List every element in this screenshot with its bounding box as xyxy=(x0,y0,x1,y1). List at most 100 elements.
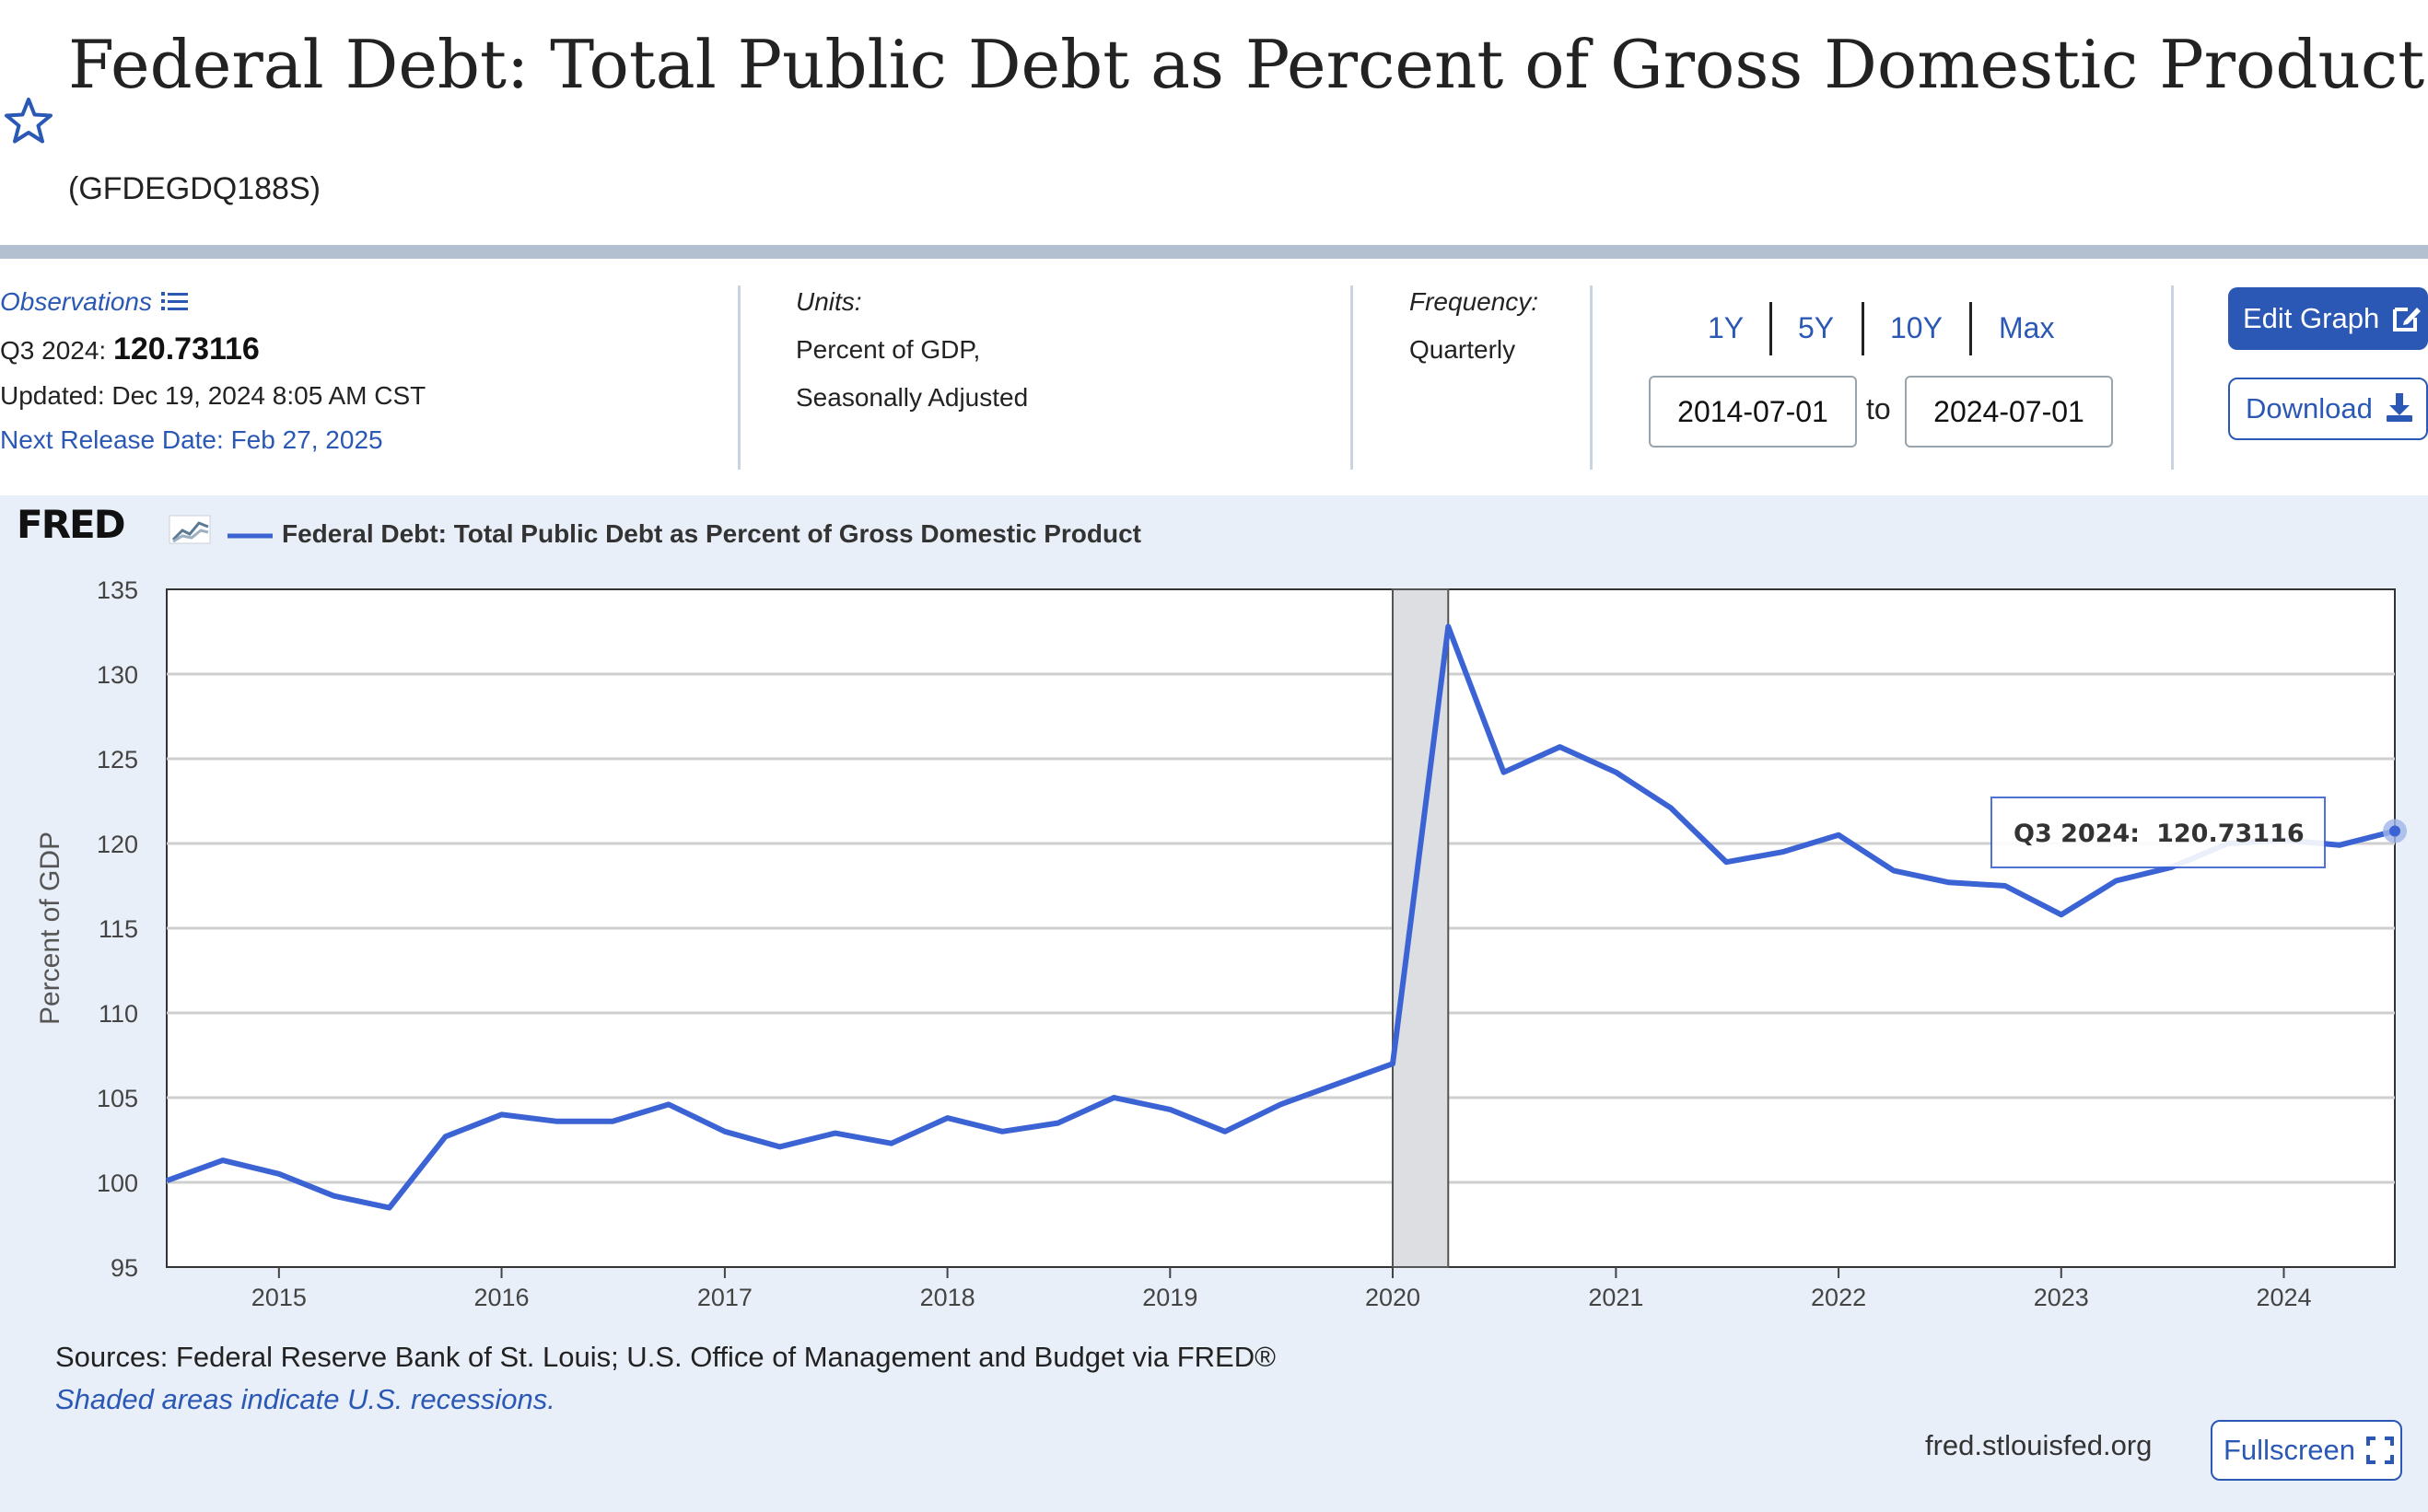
edit-icon xyxy=(2392,308,2421,331)
to-label: to xyxy=(1866,392,1891,425)
data-point[interactable] xyxy=(1611,768,1620,777)
fullscreen-icon xyxy=(2365,1436,2394,1464)
recession-note: Shaded areas indicate U.S. recessions. xyxy=(55,1383,555,1415)
y-tick-label: 125 xyxy=(97,746,138,773)
data-point[interactable] xyxy=(274,1169,284,1179)
data-point[interactable] xyxy=(1109,1093,1118,1102)
range-separator xyxy=(1969,302,1972,355)
data-point[interactable] xyxy=(1944,878,1954,887)
data-point[interactable] xyxy=(1332,1079,1341,1088)
x-tick-label: 2016 xyxy=(474,1284,530,1311)
y-tick-label: 95 xyxy=(111,1254,138,1282)
download-button[interactable]: Download xyxy=(2228,378,2428,440)
fred-logo-chart-icon xyxy=(169,515,211,544)
edit-graph-button[interactable]: Edit Graph xyxy=(2228,287,2428,350)
observations-label: Observations xyxy=(0,287,152,316)
y-tick-label: 100 xyxy=(97,1169,138,1197)
data-point[interactable] xyxy=(553,1117,562,1126)
meta-separator xyxy=(1590,285,1593,470)
data-point[interactable] xyxy=(2001,881,2010,890)
data-point[interactable] xyxy=(831,1129,840,1138)
range-separator xyxy=(1769,302,1772,355)
data-point[interactable] xyxy=(497,1110,507,1119)
data-point[interactable] xyxy=(329,1192,338,1201)
data-point[interactable] xyxy=(1555,742,1564,751)
data-point[interactable] xyxy=(608,1117,617,1126)
frequency-value: Quarterly xyxy=(1409,335,1516,364)
tooltip-text: Q3 2024: 120.73116 xyxy=(2014,820,2305,848)
data-point[interactable] xyxy=(1053,1119,1062,1128)
start-date-input[interactable]: 2014-07-01 xyxy=(1649,376,1857,448)
series-line[interactable] xyxy=(165,623,2396,1211)
data-point[interactable] xyxy=(1165,1105,1174,1114)
tooltip-box xyxy=(1990,797,2326,868)
x-tick-label: 2021 xyxy=(1588,1284,1643,1311)
x-tick-label: 2020 xyxy=(1365,1284,1420,1311)
data-point[interactable] xyxy=(887,1139,896,1148)
data-point[interactable] xyxy=(385,1204,394,1213)
data-point[interactable] xyxy=(2111,876,2120,885)
range-1y-button[interactable]: 1Y xyxy=(1708,311,1745,344)
fullscreen-label: Fullscreen xyxy=(2224,1434,2355,1466)
fullscreen-button[interactable]: Fullscreen xyxy=(2211,1420,2402,1481)
meta-separator xyxy=(738,285,741,470)
sources-text: Sources: Federal Reserve Bank of St. Lou… xyxy=(55,1341,1276,1373)
data-point[interactable] xyxy=(2335,841,2344,850)
meta-separator xyxy=(2171,285,2174,470)
observations-link[interactable]: Observations xyxy=(0,287,189,317)
range-5y-button[interactable]: 5Y xyxy=(1798,311,1835,344)
data-point[interactable] xyxy=(441,1132,450,1141)
data-point[interactable] xyxy=(998,1127,1007,1136)
header-divider xyxy=(0,245,2428,259)
edit-graph-label: Edit Graph xyxy=(2243,302,2380,334)
data-point[interactable] xyxy=(1889,866,1898,875)
range-10y-button[interactable]: 10Y xyxy=(1890,311,1943,344)
legend-label: Federal Debt: Total Public Debt as Perce… xyxy=(282,519,1141,548)
x-tick-label: 2019 xyxy=(1142,1284,1197,1311)
meta-separator xyxy=(1350,285,1353,470)
end-date-input[interactable]: 2024-07-01 xyxy=(1905,376,2113,448)
data-point[interactable] xyxy=(720,1127,730,1136)
data-point[interactable] xyxy=(162,1176,171,1185)
hover-marker xyxy=(2389,825,2400,837)
updated-date: Updated: Dec 19, 2024 8:05 AM CST xyxy=(0,381,426,410)
data-point[interactable] xyxy=(1220,1127,1230,1136)
chart[interactable]: FRED Federal Debt: Total Public Debt as … xyxy=(0,495,2428,1512)
data-point[interactable] xyxy=(1276,1099,1285,1109)
data-point[interactable] xyxy=(943,1113,952,1122)
latest-period: Q3 2024: xyxy=(0,336,107,365)
range-max-button[interactable]: Max xyxy=(1999,311,2055,344)
data-point[interactable] xyxy=(1388,1059,1397,1068)
y-tick-label: 105 xyxy=(97,1085,138,1112)
units-label: Units: xyxy=(796,287,862,316)
data-point[interactable] xyxy=(2057,910,2066,919)
data-point[interactable] xyxy=(1666,803,1675,812)
favorite-star-icon[interactable] xyxy=(2,95,55,148)
data-point[interactable] xyxy=(1443,622,1453,631)
units-value-line1: Percent of GDP, xyxy=(796,335,981,364)
frequency-label: Frequency: xyxy=(1409,287,1539,316)
y-tick-label: 110 xyxy=(99,1000,138,1028)
y-tick-label: 130 xyxy=(97,661,138,689)
fred-logo[interactable]: FRED xyxy=(17,502,211,547)
x-tick-label: 2017 xyxy=(697,1284,753,1311)
x-tick-label: 2023 xyxy=(2034,1284,2089,1311)
data-point[interactable] xyxy=(1778,847,1787,856)
y-tick-label: 115 xyxy=(99,915,138,943)
data-point[interactable] xyxy=(218,1156,228,1165)
site-url: fred.stlouisfed.org xyxy=(1925,1429,2153,1461)
x-tick-label: 2024 xyxy=(2256,1284,2311,1311)
series-id: (GFDEGDQ188S) xyxy=(68,171,321,206)
data-point[interactable] xyxy=(776,1142,785,1151)
x-tick-label: 2015 xyxy=(251,1284,307,1311)
y-tick-label: 120 xyxy=(97,831,138,858)
data-point[interactable] xyxy=(1722,857,1731,866)
data-point[interactable] xyxy=(664,1099,673,1109)
data-point[interactable] xyxy=(1500,768,1509,777)
latest-observation: Q3 2024: 120.73116 xyxy=(0,331,260,367)
range-separator xyxy=(1862,302,1864,355)
y-axis-label: Percent of GDP xyxy=(35,832,65,1025)
data-point[interactable] xyxy=(1834,831,1843,840)
list-icon xyxy=(160,292,188,310)
next-release-link[interactable]: Next Release Date: Feb 27, 2025 xyxy=(0,425,383,454)
